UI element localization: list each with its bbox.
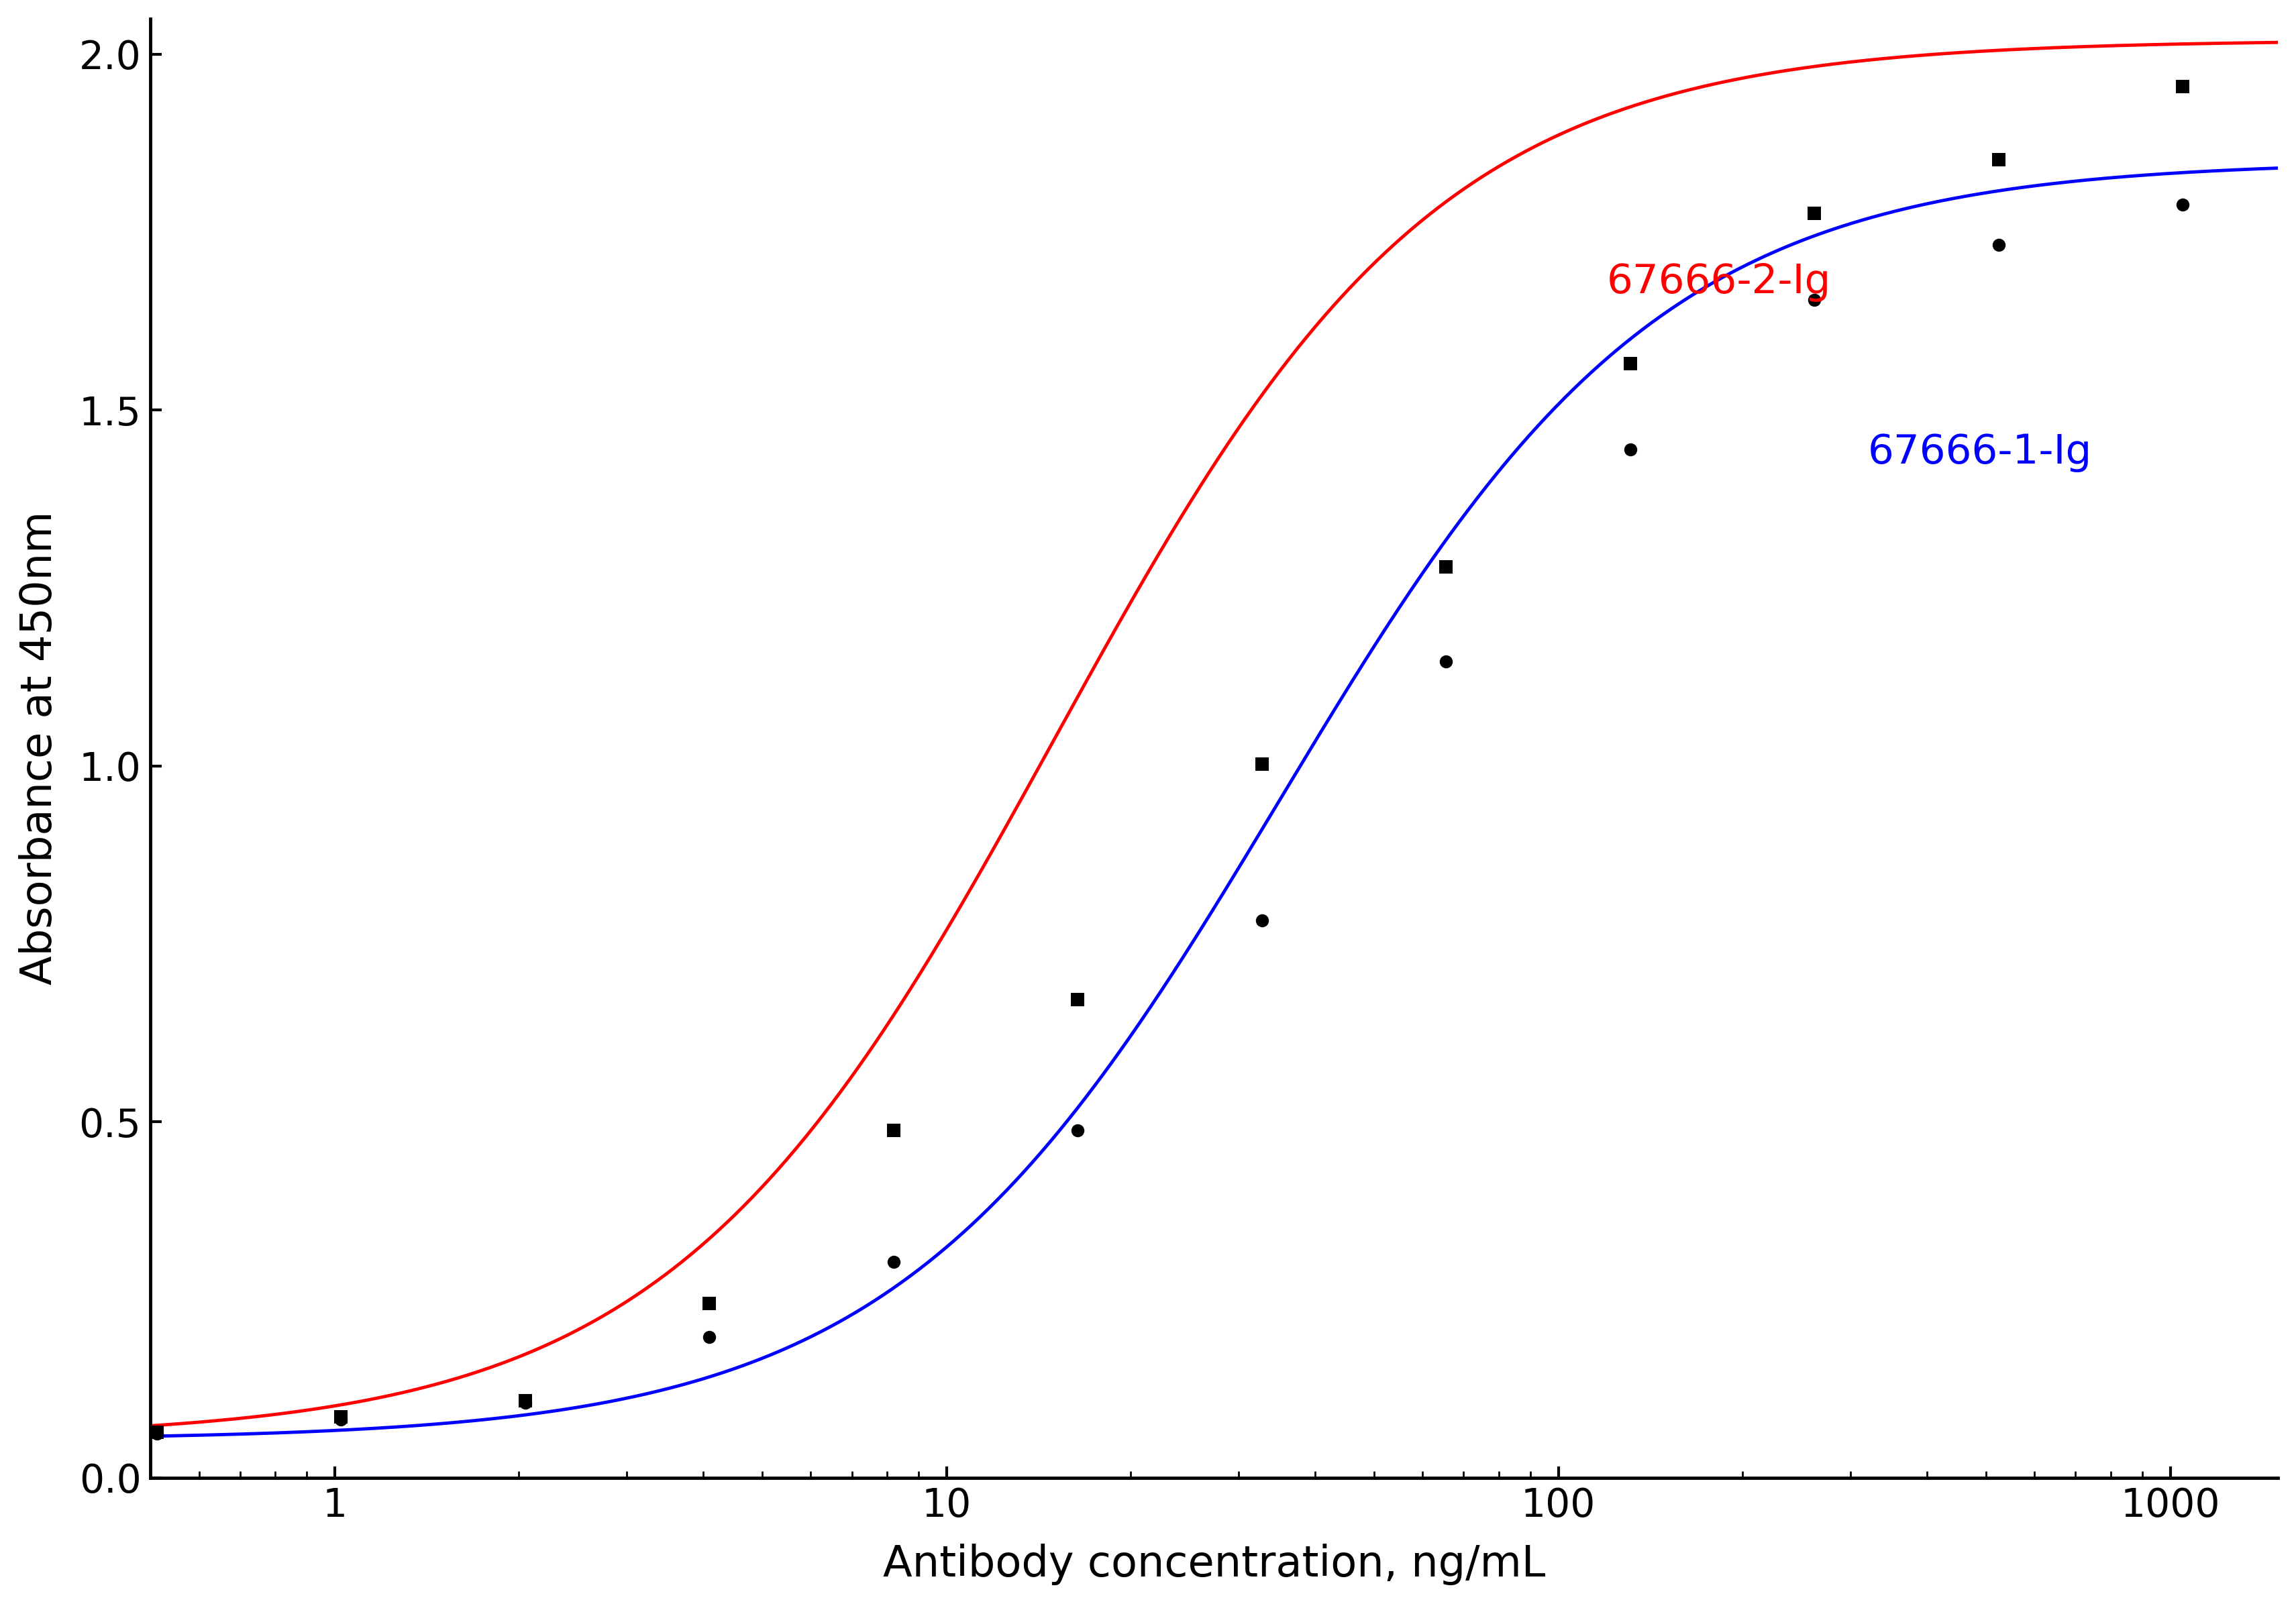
Point [1242,751,1279,776]
Point [1612,436,1649,462]
Point [875,1250,912,1275]
Point [1428,648,1465,674]
Point [1612,351,1649,377]
Point [507,1391,544,1416]
Point [1428,553,1465,579]
X-axis label: Antibody concentration, ng/mL: Antibody concentration, ng/mL [882,1543,1545,1585]
Point [507,1387,544,1413]
Point [2163,74,2200,99]
Point [138,1421,174,1447]
Point [1058,1118,1095,1144]
Point [1979,146,2016,172]
Text: 67666-1-Ig: 67666-1-Ig [1867,433,2092,473]
Point [321,1404,358,1429]
Point [1058,986,1095,1012]
Point [691,1290,728,1315]
Point [691,1323,728,1349]
Point [321,1407,358,1432]
Point [138,1420,174,1445]
Point [1795,200,1832,226]
Point [1795,287,1832,313]
Point [1242,908,1279,934]
Point [1979,233,2016,258]
Point [2163,191,2200,217]
Text: 67666-2-Ig: 67666-2-Ig [1607,261,1830,302]
Point [875,1118,912,1144]
Y-axis label: Absorbance at 450nm: Absorbance at 450nm [18,512,60,985]
